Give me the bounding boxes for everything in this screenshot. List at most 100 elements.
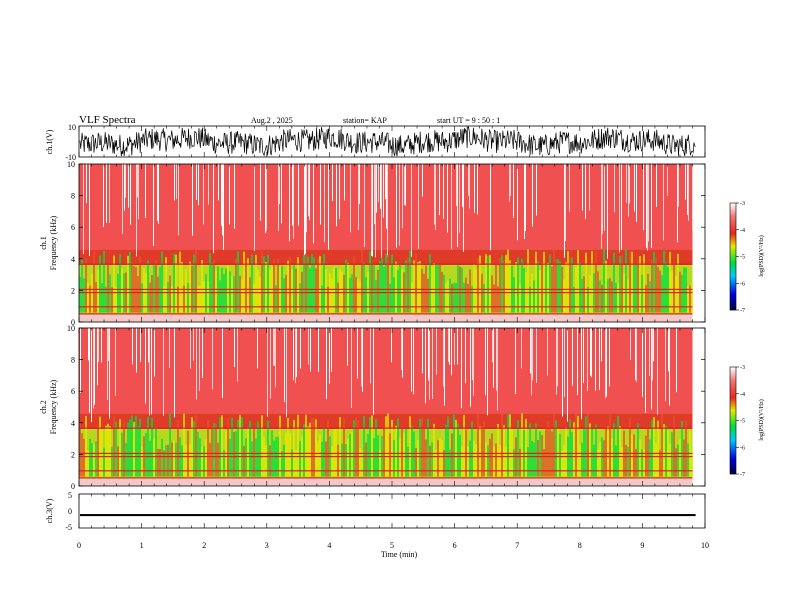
ch1-spectrogram-panel: 0 2 4 6 8 10 ch.1 Frequency (kHz) <box>39 160 706 327</box>
spectrogram-column <box>443 450 445 477</box>
spectrogram-column <box>513 164 514 218</box>
spectrogram-column <box>479 426 481 477</box>
spectrogram-column <box>401 328 402 370</box>
spectrogram-column <box>474 164 475 213</box>
spectrogram-column <box>213 164 214 254</box>
spectrogram-column <box>305 253 307 313</box>
spectrogram-column <box>589 275 591 313</box>
spectrogram-column <box>373 263 375 313</box>
spectrogram-column <box>209 442 211 477</box>
spectrogram-column <box>437 264 439 313</box>
spectrogram-column <box>289 256 291 313</box>
spectrogram-column <box>517 164 518 241</box>
spectrogram-column <box>487 328 488 416</box>
spectrogram-column <box>649 328 650 376</box>
spectrogram-column <box>324 164 325 243</box>
spectrogram-column <box>671 432 673 477</box>
spectrogram-column <box>614 164 615 213</box>
spectrogram-column <box>97 269 99 313</box>
spectrogram-column <box>191 417 193 477</box>
colorbar-step <box>730 413 736 415</box>
colorbar-step <box>730 405 736 407</box>
spectrogram-column <box>585 416 587 477</box>
ch3-ytick-bottom: -5 <box>65 523 72 532</box>
spectrogram-column <box>523 268 525 313</box>
ch1-ytick-bottom: -10 <box>65 153 76 162</box>
colorbar-step <box>730 424 736 426</box>
spectrogram-column <box>127 255 129 313</box>
colorbar-step <box>730 401 736 403</box>
spectrogram-column <box>377 269 379 313</box>
spectrogram-column <box>257 421 259 477</box>
spectrogram-column <box>415 448 417 477</box>
spectrogram-column <box>503 425 505 477</box>
spectrogram-column <box>601 328 602 362</box>
spectrogram-column <box>493 284 495 313</box>
colorbar-step <box>730 251 736 253</box>
spectrogram-column <box>106 164 107 223</box>
spectrogram-column <box>572 328 573 386</box>
colorbar-step <box>730 308 736 310</box>
spectrogram-column <box>429 445 431 477</box>
spectrogram-column <box>647 427 649 477</box>
spectrogram-column <box>80 328 81 393</box>
spectrogram-column <box>509 164 510 202</box>
ch3-waveform-panel: 5 0 -5 ch.3(V) <box>45 491 706 532</box>
colorbar-step <box>730 293 736 295</box>
spectrogram-column <box>564 164 565 258</box>
spectrogram-column <box>175 254 177 313</box>
colorbar-step <box>730 410 736 412</box>
spectrogram-column <box>153 263 155 313</box>
spectrogram-column <box>467 283 469 313</box>
colorbar-step <box>730 440 736 442</box>
spectrogram-column <box>273 328 274 366</box>
spectrogram-column <box>629 418 631 477</box>
colorbar-step <box>730 214 736 216</box>
colorbar-step <box>730 396 736 398</box>
spectrogram-column <box>143 268 145 313</box>
spectrogram-column <box>353 420 355 477</box>
spectrogram-column <box>359 280 361 313</box>
spectrogram-column <box>221 164 222 226</box>
colorbar-step <box>730 404 736 406</box>
ch1-colorbar: -3 -4 -5 -6 -7 log(PSD)(V²/Hz) <box>729 201 765 314</box>
spectrogram-column <box>117 446 119 477</box>
spectrogram-column <box>217 442 219 477</box>
spectrogram-column <box>681 274 683 313</box>
spectrogram-column <box>149 440 151 477</box>
colorbar-step <box>730 279 736 281</box>
spectrogram-column <box>261 415 263 477</box>
spectrogram-column <box>278 164 279 231</box>
colorbar-step <box>730 259 736 261</box>
spectrogram-column <box>530 328 531 374</box>
colorbar-step <box>730 232 736 234</box>
spectrogram-column <box>203 164 204 225</box>
colorbar-step <box>730 219 736 221</box>
colorbar-step <box>730 397 736 399</box>
spectrogram-column <box>677 253 679 313</box>
colorbar-step <box>730 389 736 391</box>
spectrogram-column <box>177 419 179 477</box>
spectrogram-column <box>549 254 551 313</box>
spectrogram-column <box>140 328 141 362</box>
spectrogram-column <box>657 328 658 415</box>
spectrogram-column <box>626 164 627 203</box>
spectrogram-column <box>371 164 372 257</box>
colorbar-step <box>730 254 736 256</box>
colorbar-step <box>730 256 736 258</box>
spectrogram-column <box>207 420 209 477</box>
spectrogram-column <box>86 164 87 204</box>
spectrogram-column <box>553 414 555 477</box>
spectrogram-column <box>89 164 90 256</box>
spectrogram-column <box>669 328 670 406</box>
spectrogram-column <box>307 426 309 477</box>
spectrogram-column <box>419 418 421 477</box>
colorbar-step <box>730 375 736 377</box>
colorbar-step <box>730 207 736 209</box>
colorbar-step <box>730 416 736 418</box>
spectrogram-column <box>527 447 529 477</box>
x-tick-label: 4 <box>327 541 331 550</box>
spectrogram-column <box>293 328 294 381</box>
spectrogram-column <box>121 432 123 477</box>
spectrogram-column <box>291 269 293 313</box>
